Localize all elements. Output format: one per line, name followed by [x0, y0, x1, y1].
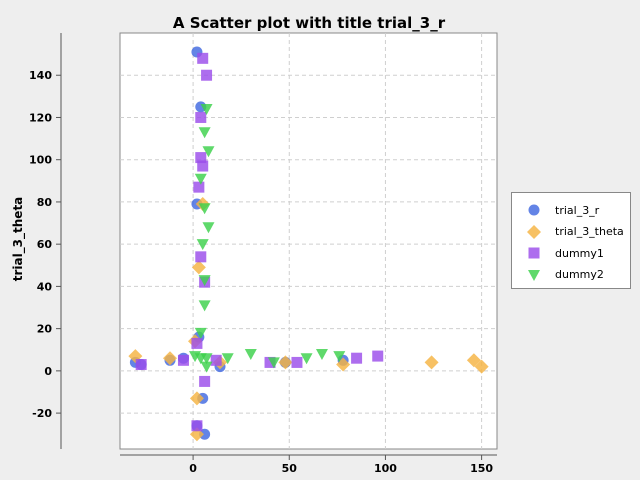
- data-point: [210, 354, 222, 366]
- data-point: [291, 356, 303, 368]
- legend-item: dummy2: [524, 265, 604, 285]
- data-point: [264, 356, 276, 368]
- data-point: [191, 420, 203, 432]
- data-point: [333, 351, 346, 363]
- y-tick-label: 80: [37, 196, 53, 209]
- data-point: [163, 351, 178, 366]
- data-point: [198, 127, 211, 139]
- y-tick-label: 60: [37, 238, 53, 251]
- data-point: [372, 350, 384, 362]
- data-point: [202, 222, 215, 234]
- data-point: [278, 355, 293, 370]
- y-tick-label: 0: [44, 365, 52, 378]
- plot-area: [119, 32, 498, 450]
- data-point: [135, 359, 147, 371]
- chart-title: A Scatter plot with title trial_3_r: [172, 14, 446, 32]
- data-point: [195, 251, 207, 263]
- data-point: [198, 203, 211, 215]
- data-point: [197, 52, 209, 64]
- data-point: [424, 355, 439, 370]
- x-tick-label: 150: [470, 462, 493, 475]
- y-tick-label: 100: [29, 154, 52, 167]
- data-point: [200, 361, 213, 373]
- data-point: [199, 375, 211, 387]
- data-point: [194, 173, 207, 185]
- legend-marker: [528, 204, 540, 216]
- legend-label: dummy2: [555, 268, 604, 281]
- data-point: [315, 348, 328, 360]
- series-dummy2: [189, 104, 346, 373]
- y-tick-label: 20: [37, 323, 53, 336]
- data-point: [267, 357, 280, 369]
- data-point: [351, 352, 363, 364]
- data-point: [200, 353, 213, 365]
- legend-label: trial_3_r: [555, 203, 600, 217]
- data-point: [466, 353, 481, 368]
- x-tick-label: 50: [282, 462, 298, 475]
- data-point: [200, 104, 213, 116]
- legend-marker: [527, 224, 541, 239]
- legend-item: dummy1: [524, 243, 604, 263]
- grid-lines: [120, 33, 497, 449]
- legend-marker: [528, 247, 540, 259]
- data-point: [189, 391, 204, 406]
- x-tick-label: 0: [189, 462, 197, 475]
- data-point: [193, 181, 205, 193]
- legend-item: trial_3_theta: [524, 222, 624, 242]
- data-point: [191, 260, 206, 275]
- diamond-marker-icon: [527, 224, 541, 239]
- data-point: [194, 327, 207, 339]
- axes: [60, 33, 497, 456]
- y-tick-label: 40: [37, 280, 53, 293]
- tick-labels: 0 50 100 150 -20 0 20 40 60 80 100 120 140: [29, 69, 493, 475]
- data-point: [177, 354, 189, 366]
- data-point: [195, 152, 207, 164]
- data-points: [128, 46, 489, 442]
- data-point: [197, 160, 209, 172]
- data-point: [199, 428, 211, 440]
- legend-label: dummy1: [555, 246, 604, 260]
- y-tick-label: -20: [32, 407, 52, 420]
- data-point: [201, 69, 213, 81]
- data-point: [191, 337, 203, 349]
- legend-item: trial_3_r: [524, 200, 599, 220]
- y-tick-label: 140: [29, 69, 52, 82]
- data-point: [244, 348, 257, 360]
- data-point: [202, 146, 215, 158]
- triangle-down-marker-icon: [528, 269, 540, 281]
- legend-label: trial_3_theta: [555, 225, 624, 238]
- data-point: [300, 353, 313, 365]
- data-point: [195, 111, 207, 123]
- legend-marker: [528, 269, 540, 281]
- data-point: [198, 275, 211, 287]
- data-point: [198, 300, 211, 312]
- data-point: [474, 359, 489, 374]
- data-point: [196, 239, 209, 251]
- square-marker-icon: [528, 247, 540, 259]
- x-tick-label: 100: [374, 462, 397, 475]
- circle-marker-icon: [528, 204, 540, 216]
- legend: trial_3_r trial_3_theta dummy1 dummy2: [511, 192, 631, 289]
- y-tick-label: 120: [29, 111, 52, 124]
- data-point: [221, 353, 234, 365]
